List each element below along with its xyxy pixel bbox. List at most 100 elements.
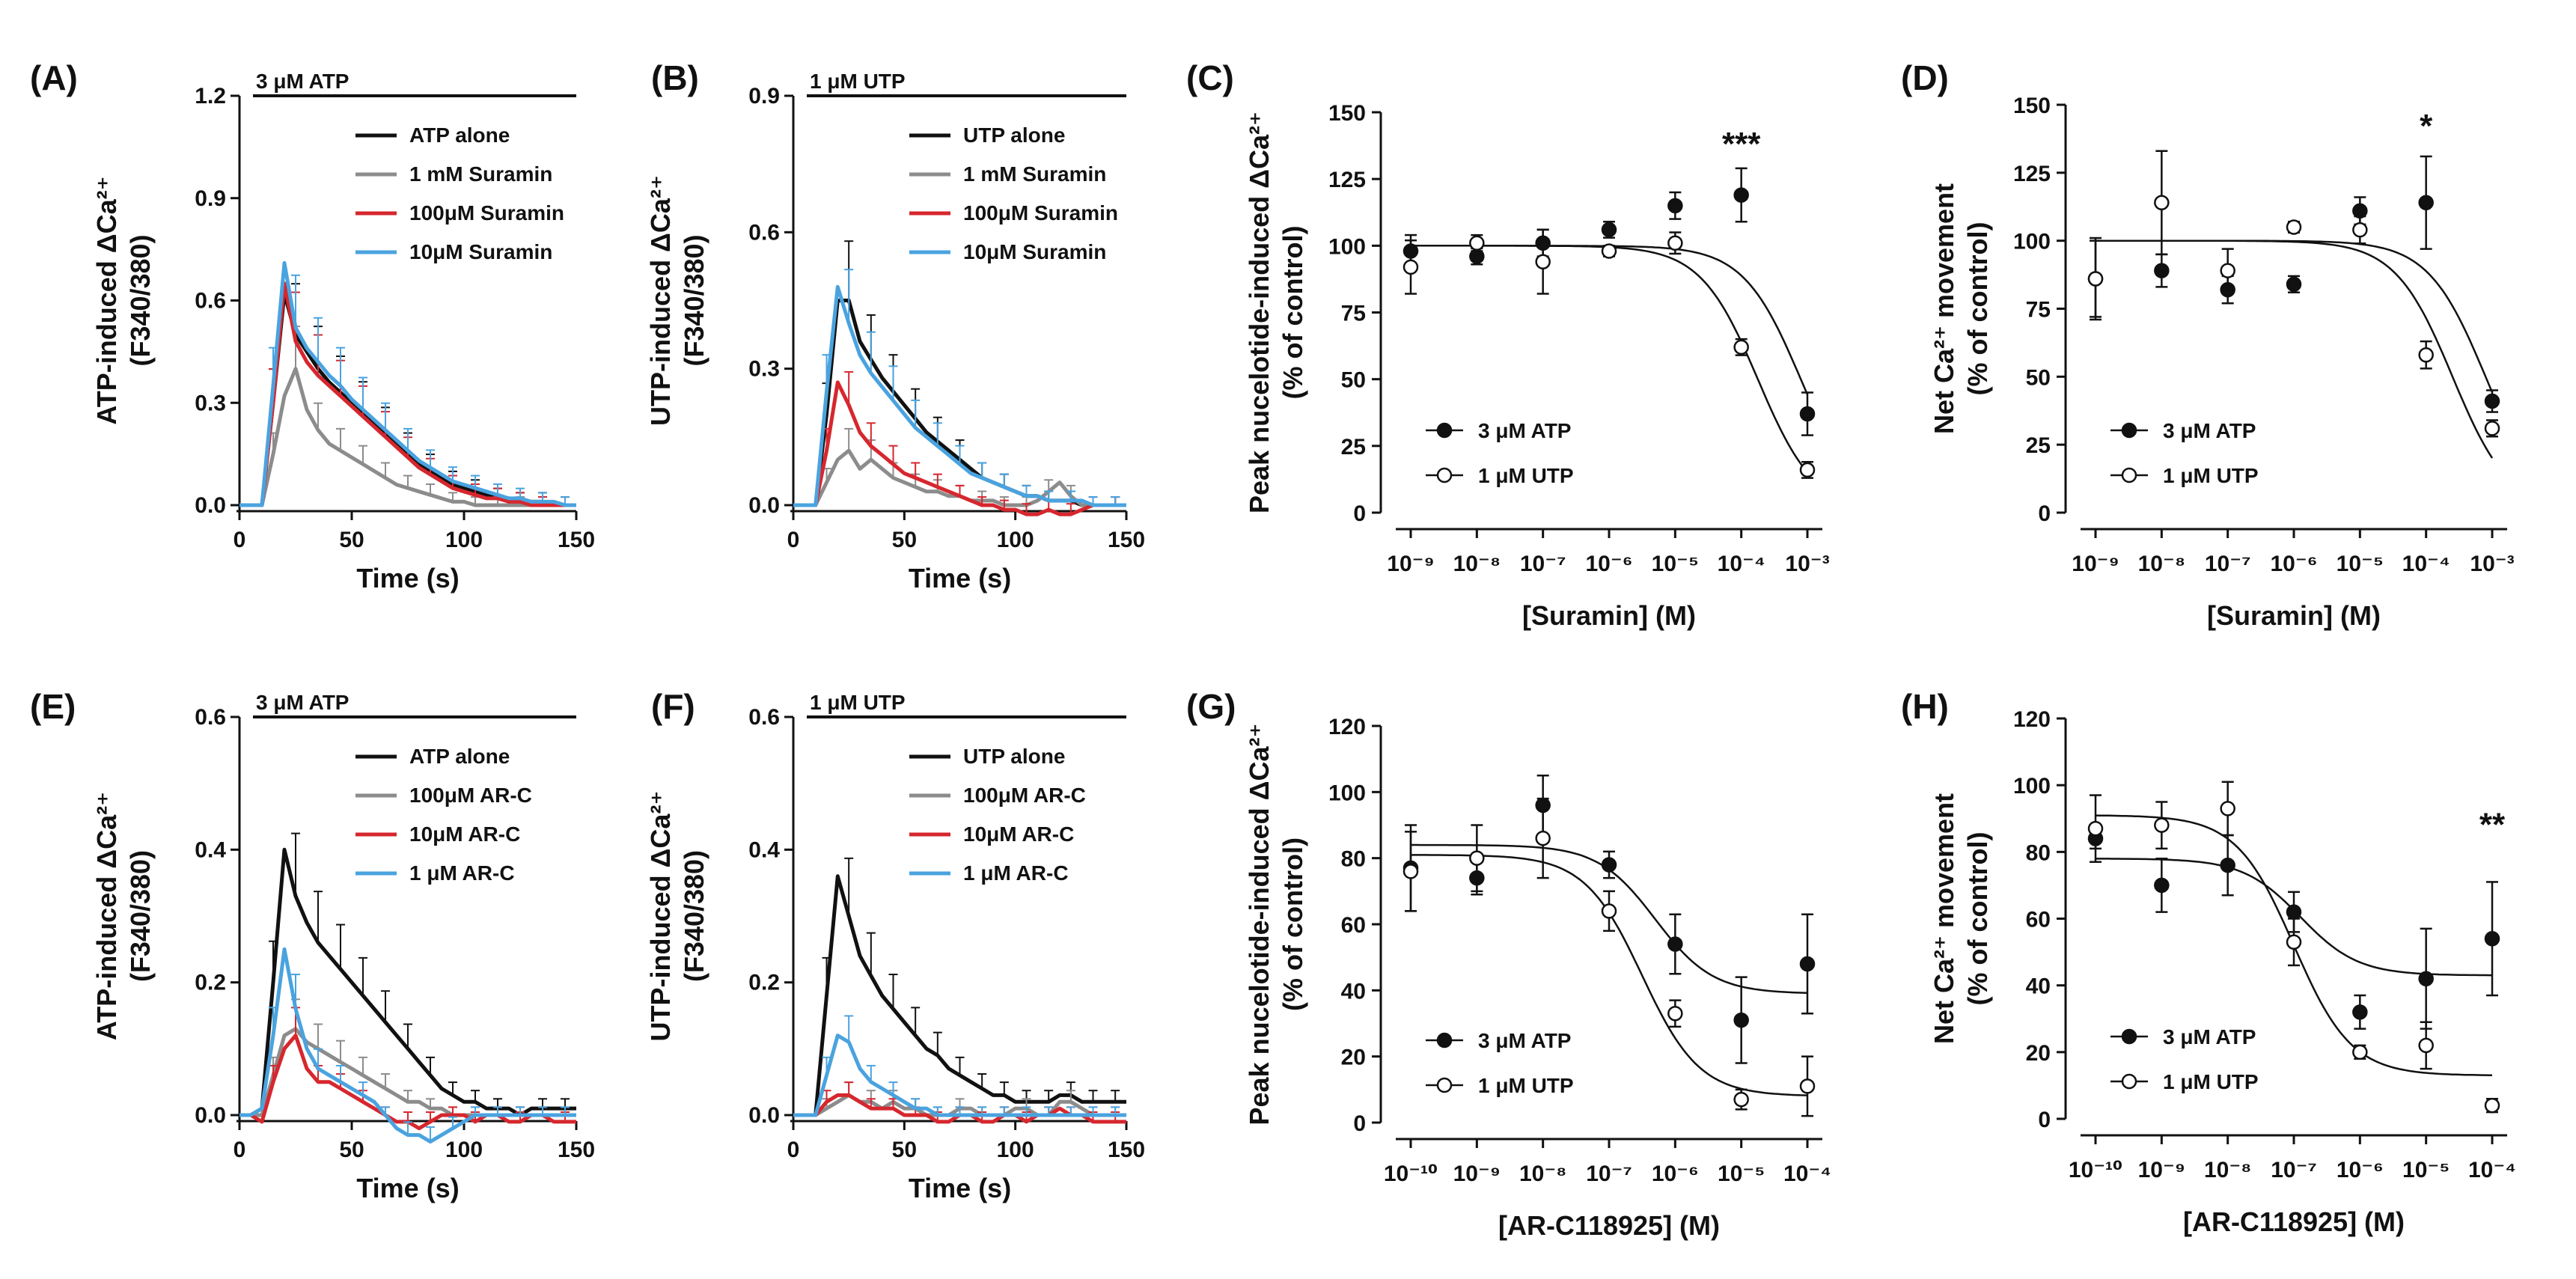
x-tick-label: 10⁻⁶ [1585,552,1632,576]
y-axis-label-units: (F340/380) [125,234,156,366]
data-point [2220,857,2235,873]
y-axis-label-units: (F340/380) [679,850,709,982]
series-blue [793,1015,1126,1117]
y-tick-label: 60 [1341,913,1366,938]
legend-swatch-marker [2121,1073,2137,1090]
data-point [2286,934,2302,950]
legend-label: 100μM Suramin [963,201,1118,225]
x-tick-label: 10⁻⁶ [2270,552,2317,576]
data-point [2220,263,2235,278]
y-tick-label: 0.0 [748,1103,780,1128]
y-tick-label: 80 [1341,847,1366,872]
y-tick-label: 0.4 [195,837,226,862]
data-point [1667,198,1683,214]
y-tick-label: 0.2 [195,971,226,995]
legend-label: 100μM Suramin [409,201,564,225]
y-axis-label-units: (% of control) [1278,837,1308,1011]
legend-label: 3 μM ATP [1478,1029,1571,1052]
data-point [1535,830,1551,846]
x-axis-label: Time (s) [909,563,1011,593]
data-point [1799,1078,1816,1094]
x-tick-label: 10⁻⁷ [2205,552,2251,576]
y-tick-label: 100 [2013,774,2051,799]
data-point [2087,820,2104,837]
significance-annotation: * [2420,108,2433,144]
series-line [793,1034,1126,1117]
data-point [1667,235,1683,251]
data-point [1733,1091,1749,1108]
y-tick-label: 0.3 [195,391,226,415]
y-axis-label-units: (F340/380) [679,234,709,366]
legend-swatch-marker [1436,467,1453,483]
x-tick-label: 10⁻⁵ [2337,552,2384,576]
y-tick-label: 0.9 [748,84,780,109]
y-axis-label: UTP-induced ΔCa²⁺ [645,791,676,1042]
legend-label: 3 μM ATP [1478,419,1571,442]
data-point [2484,421,2500,436]
y-tick-label: 75 [1341,302,1366,326]
x-tick-label: 50 [892,1138,917,1162]
x-tick-label: 100 [445,1138,483,1162]
stimulus-bar-label: 1 μM UTP [810,70,906,93]
x-tick-label: 10⁻⁸ [2138,552,2185,576]
y-tick-label: 0.3 [748,357,780,382]
data-point [2484,1097,2500,1114]
x-tick-label: 10⁻⁹ [1453,1162,1501,1186]
y-tick-label: 120 [2013,707,2051,732]
data-point [1667,936,1683,952]
x-tick-label: 10⁻⁴ [1783,1162,1831,1186]
y-tick-label: 0.2 [748,971,780,995]
y-tick-label: 0.6 [195,705,226,730]
legend-label: 3 μM ATP [2163,1025,2256,1048]
data-point [1601,222,1617,238]
legend-swatch-marker [1436,1032,1453,1048]
y-tick-label: 100 [1328,781,1366,805]
x-axis-label: [AR-C118925] (M) [2183,1206,2405,1237]
y-tick-label: 20 [1341,1046,1366,1070]
x-tick-label: 0 [787,1138,800,1162]
y-axis-label: ATP-induced ΔCa²⁺ [91,792,122,1040]
legend-swatch-marker [1436,1077,1453,1093]
panel-G: (G) 0 20 40 60 80 100 120 10⁻¹⁰ 10⁻⁹ 10⁻⁸ 10⁻⁷ 10⁻⁶ 1… [1186,687,1831,1241]
x-tick-label: 150 [1108,1138,1145,1162]
x-tick-label: 10⁻⁵ [1718,1162,1765,1186]
panel-label: (B) [651,58,699,97]
x-tick-label: 150 [1108,528,1145,552]
data-point [1469,850,1485,866]
y-tick-label: 0.6 [195,289,226,314]
legend-label: 1 mM Suramin [409,162,552,186]
y-axis-label: Peak nucelotide-induced ΔCa²⁺ [1244,112,1275,513]
data-point [1667,1006,1683,1022]
data-point [2418,347,2434,363]
data-point [1469,235,1485,251]
stimulus-bar-label: 3 μM ATP [256,70,349,93]
y-tick-label: 25 [1341,435,1366,460]
y-tick-label: 0 [1353,1111,1366,1136]
data-point [2154,817,2170,833]
y-tick-label: 120 [1328,715,1366,739]
y-tick-label: 50 [1341,368,1366,393]
series-line [239,281,576,507]
series-open [2087,150,2500,438]
panel-F: (F) 1 μM UTP 0.0 0.2 0.4 0.6 0 50 100 150 Time (s)… [645,687,1145,1203]
data-point [2286,904,2302,920]
data-point [2220,801,2235,816]
x-tick-label: 10⁻⁵ [1652,552,1699,576]
x-tick-label: 10⁻³ [1785,552,1829,576]
data-point [2286,276,2302,293]
y-tick-label: 0.0 [748,493,780,518]
x-tick-label: 10⁻⁷ [1586,1162,1632,1186]
x-tick-label: 10⁻⁶ [2337,1158,2384,1182]
x-tick-label: 10⁻⁴ [2402,552,2450,576]
series-line [239,947,576,1144]
legend-label: 1 μM UTP [1478,464,1574,487]
significance-annotation: ** [2479,807,2506,843]
legend-label: 10μM AR-C [409,822,520,846]
data-point [1403,259,1419,275]
data-point [1733,1012,1749,1028]
x-tick-label: 10⁻⁷ [2271,1158,2317,1182]
x-tick-label: 10⁻⁹ [2138,1158,2185,1182]
legend-label: 10μM Suramin [409,240,552,263]
series-line [793,380,1126,516]
legend-label: UTP alone [963,745,1065,768]
